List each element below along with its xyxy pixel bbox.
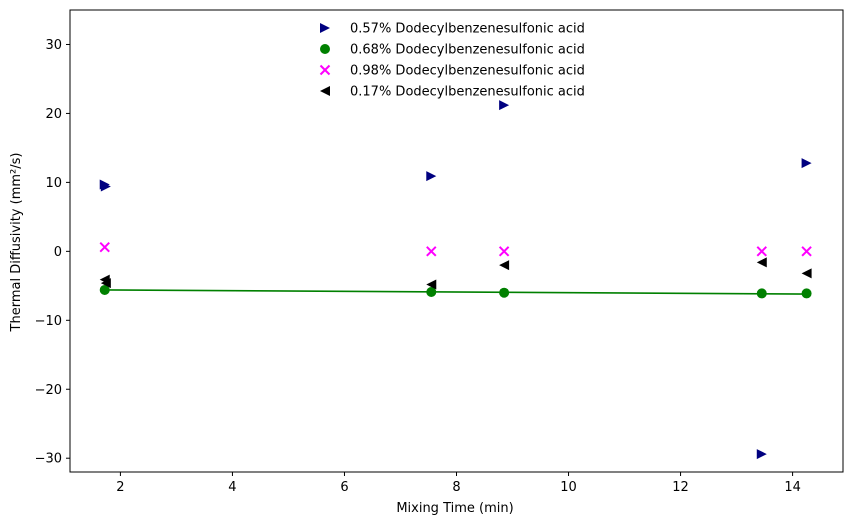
series-1-points [99,100,812,460]
y-tick-label: −10 [35,314,62,329]
legend-marker-3 [319,64,331,76]
legend-label-1: 0.57% Dodecylbenzenesulfonic acid [350,22,585,37]
trend-line-layer [104,289,807,295]
x-marker-stroke [99,241,110,253]
legend-label-2: 0.68% Dodecylbenzenesulfonic acid [350,43,585,58]
data-point [499,287,510,298]
x-marker-stroke [801,246,812,257]
x-tick-label: 12 [672,480,689,495]
data-point [801,268,812,279]
y-tick-label: 30 [45,38,62,53]
x-marker-stroke [319,64,331,76]
data-point [756,257,767,268]
trend-line [104,289,807,295]
x-tick-label: 14 [784,480,801,495]
y-tick-label: −20 [35,383,62,398]
data-point [99,241,110,253]
series-3-points [99,241,812,257]
legend-marker-4 [320,86,330,96]
legend-label-3: 0.98% Dodecylbenzenesulfonic acid [350,64,585,79]
data-point [100,278,111,289]
x-axis-label: Mixing Time (min) [396,501,513,516]
data-point [499,260,510,271]
x-tick-label: 2 [116,480,124,495]
data-point [498,246,510,257]
y-tick-label: 10 [45,176,62,191]
data-point [499,100,510,111]
data-point [100,181,111,192]
y-axis-label: Thermal Diffusivity (mm²/s) [9,153,24,333]
x-tick-label: 8 [452,480,460,495]
legend: 0.57% Dodecylbenzenesulfonic acid 0.68% D… [319,22,585,100]
legend-marker-2 [320,44,330,54]
series-4-points [99,257,812,290]
legend-marker-1 [320,23,330,33]
plot-area [69,9,844,473]
data-point [756,288,767,299]
data-point [801,246,812,257]
data-point [801,158,812,169]
x-tick-label: 4 [228,480,236,495]
data-point [801,288,812,299]
data-point [756,246,767,257]
x-marker-stroke [756,246,767,257]
x-axis-ticks: 2 4 6 8 10 12 14 [116,472,801,495]
data-points-layer [99,100,812,460]
y-tick-label: 0 [54,245,62,260]
data-point [426,287,437,298]
data-point [99,284,110,295]
data-point [426,246,437,257]
data-point [426,171,437,182]
y-tick-label: −30 [35,452,62,467]
data-point [756,449,767,460]
x-tick-label: 6 [340,480,348,495]
x-marker-stroke [426,246,437,257]
x-marker-stroke [498,246,510,257]
x-tick-label: 10 [560,480,577,495]
plot-border [69,9,844,473]
y-axis-ticks: −30 −20 −10 0 10 20 30 [35,38,70,467]
legend-label-4: 0.17% Dodecylbenzenesulfonic acid [350,85,585,100]
series-2-points [99,284,812,299]
data-point [426,279,437,290]
y-tick-label: 20 [45,107,62,122]
